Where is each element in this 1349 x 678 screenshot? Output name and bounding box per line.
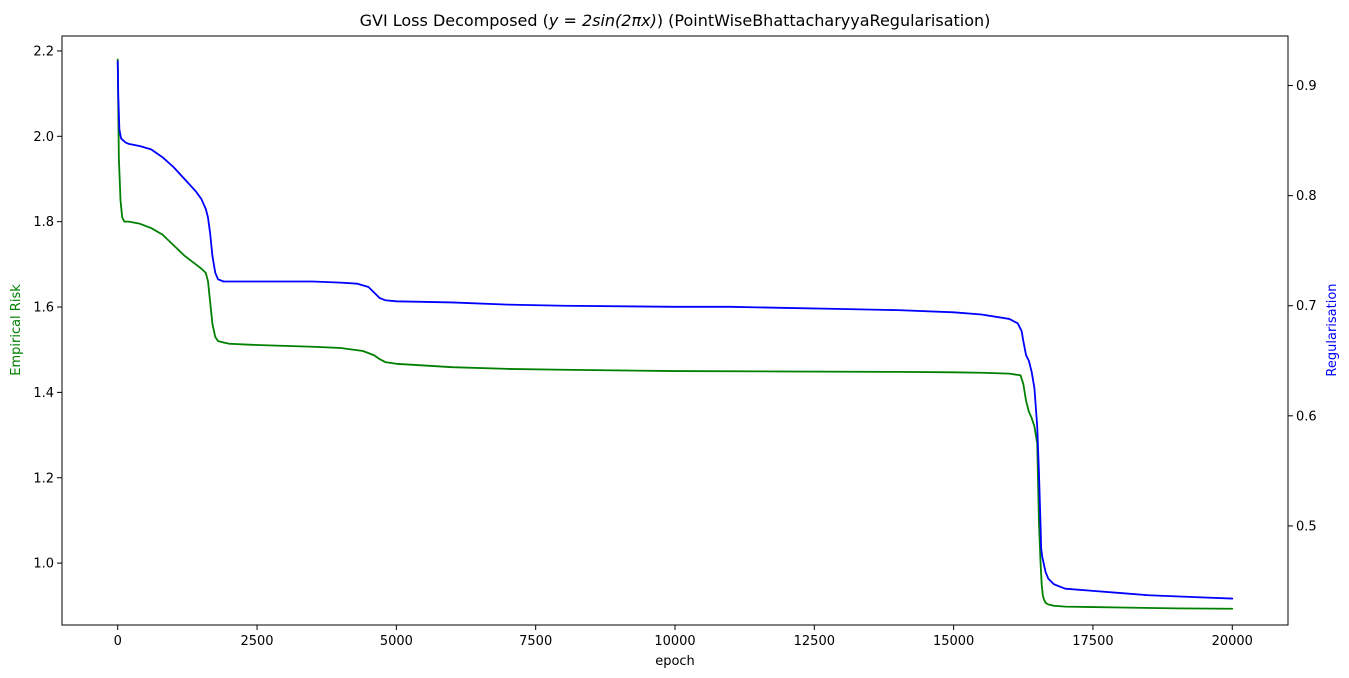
x-tick-label: 7500 — [519, 634, 552, 649]
y-left-tick-label: 1.2 — [33, 471, 54, 486]
y-left-tick-label: 1.6 — [33, 301, 54, 316]
y-left-axis-label: Empirical Risk — [9, 284, 24, 376]
y-left-tick-label: 2.2 — [33, 44, 54, 59]
y-right-tick-label: 0.5 — [1296, 519, 1317, 534]
series-line-right — [116, 60, 1234, 600]
axes: 0 2500 5000 7500 10000 12500 15000 17500 20000 1.… — [33, 35, 1317, 649]
y-right-tick-label: 0.6 — [1296, 409, 1317, 424]
y-left-tick-label: 1.8 — [33, 215, 54, 230]
x-tick-label: 20000 — [1212, 634, 1253, 649]
x-tick-label: 12500 — [794, 634, 835, 649]
x-tick-label: 17500 — [1072, 634, 1113, 649]
chart-title: GVI Loss Decomposed (y = 2sin(2πx)) (Poi… — [360, 11, 991, 30]
y-right-tick-label: 0.8 — [1296, 189, 1317, 204]
y-right-tick-label: 0.9 — [1296, 79, 1317, 94]
x-tick-label: 0 — [114, 634, 122, 649]
x-tick-label: 2500 — [240, 634, 273, 649]
x-tick-label: 15000 — [933, 634, 974, 649]
y-right-axis-label: Regularisation — [1325, 283, 1340, 376]
x-tick-label: 10000 — [654, 634, 695, 649]
y-left-tick-label: 1.4 — [33, 386, 54, 401]
plot-area — [116, 58, 1234, 610]
x-tick-label: 5000 — [380, 634, 413, 649]
y-right-tick-label: 0.7 — [1296, 299, 1317, 314]
series-line-left — [116, 58, 1234, 610]
y-left-tick-label: 1.0 — [33, 557, 54, 572]
x-axis-label: epoch — [655, 654, 695, 669]
y-left-tick-label: 2.0 — [33, 130, 54, 145]
